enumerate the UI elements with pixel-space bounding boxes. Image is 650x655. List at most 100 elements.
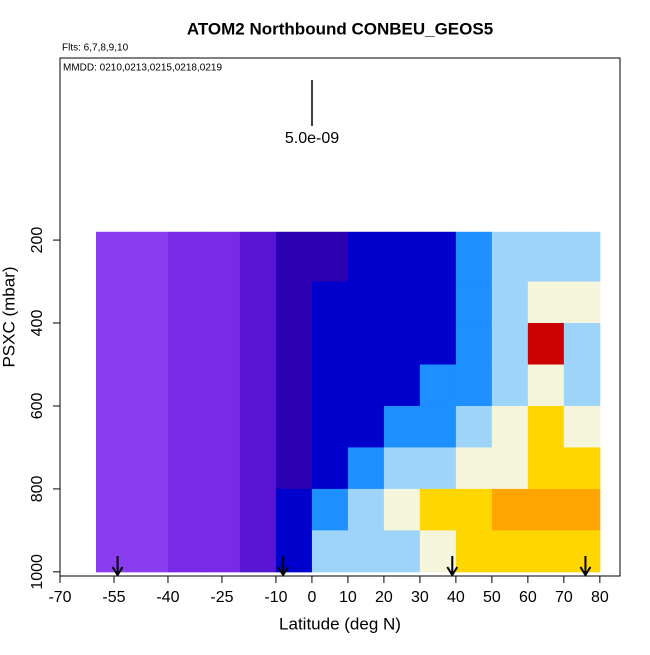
heat-cell xyxy=(131,231,169,283)
heat-cell xyxy=(95,231,133,283)
heat-cell xyxy=(311,405,349,448)
heat-cell xyxy=(419,231,457,283)
heat-cell xyxy=(311,488,349,531)
flights-note: Flts: 6,7,8,9,10 xyxy=(62,43,129,54)
heat-cell xyxy=(347,281,385,324)
heat-cell xyxy=(131,364,169,407)
heat-cell xyxy=(203,364,241,407)
heat-cell xyxy=(311,447,349,490)
heat-cell xyxy=(491,530,529,573)
heat-cell xyxy=(455,231,493,283)
heat-cell xyxy=(275,447,313,490)
heat-cell xyxy=(419,488,457,531)
heat-cell xyxy=(203,530,241,573)
heat-cell xyxy=(311,281,349,324)
heat-cell xyxy=(203,447,241,490)
x-tick-label: -25 xyxy=(210,589,233,606)
x-tick-label: 60 xyxy=(519,589,537,606)
heat-cell xyxy=(95,488,133,531)
flight-marker xyxy=(446,556,459,577)
heat-cell xyxy=(131,405,169,448)
heat-cell xyxy=(203,231,241,283)
heat-cell xyxy=(203,405,241,448)
plot-frame xyxy=(59,57,621,577)
heat-cell xyxy=(131,281,169,324)
x-tick-label: 70 xyxy=(555,589,573,606)
heat-cell xyxy=(527,488,565,531)
x-tick-label: 10 xyxy=(339,589,357,606)
heat-cell xyxy=(419,530,457,573)
heat-cell xyxy=(347,530,385,573)
heat-cell xyxy=(383,364,421,407)
heat-cell xyxy=(275,530,313,573)
heat-cell xyxy=(383,447,421,490)
heat-cell xyxy=(491,323,529,365)
heat-cell xyxy=(347,405,385,448)
heat-cell xyxy=(167,323,205,365)
heat-cell xyxy=(455,405,493,448)
heat-cell xyxy=(275,488,313,531)
heat-cell xyxy=(311,323,349,365)
heat-cell xyxy=(419,281,457,324)
heat-cell xyxy=(275,231,313,283)
dates-note: MMDD: 0210,0213,0215,0218,0219 xyxy=(63,63,222,74)
y-tick-label: 600 xyxy=(29,393,46,420)
x-tick-label: 20 xyxy=(375,589,393,606)
heat-cell xyxy=(563,323,601,365)
heat-cell xyxy=(239,231,277,283)
heat-cell xyxy=(167,530,205,573)
heat-cell xyxy=(527,281,565,324)
heat-cell xyxy=(563,364,601,407)
heat-cell xyxy=(455,281,493,324)
heat-cell xyxy=(239,323,277,365)
heat-cell xyxy=(203,323,241,365)
heat-cell xyxy=(275,281,313,324)
heat-cell xyxy=(455,530,493,573)
x-tick-label: 40 xyxy=(447,589,465,606)
heat-cell xyxy=(383,488,421,531)
flight-marker xyxy=(277,556,289,577)
heat-cell xyxy=(167,281,205,324)
x-tick-label: 50 xyxy=(483,589,501,606)
heat-cell xyxy=(455,447,493,490)
heat-cell xyxy=(347,364,385,407)
heat-cell xyxy=(347,231,385,283)
heat-cell xyxy=(131,530,169,573)
heat-cell xyxy=(419,405,457,448)
heat-cell xyxy=(455,488,493,531)
flight-marker xyxy=(579,556,592,577)
heat-cell xyxy=(491,488,529,531)
y-tick-label: 200 xyxy=(29,227,46,254)
flight-marker xyxy=(111,556,124,577)
heat-cell xyxy=(455,323,493,365)
heat-cell xyxy=(239,447,277,490)
scale-label: 5.0e-09 xyxy=(285,130,339,147)
heat-cell xyxy=(563,488,601,531)
heat-cell xyxy=(239,281,277,324)
heat-cell xyxy=(311,231,349,283)
heat-cell xyxy=(275,323,313,365)
y-tick-label: 800 xyxy=(29,475,46,502)
chart-title: ATOM2 Northbound CONBEU_GEOS5 xyxy=(187,19,493,38)
heat-cell xyxy=(383,530,421,573)
y-tick-label: 1000 xyxy=(29,554,46,590)
heat-cell xyxy=(95,447,133,490)
x-tick-label: 80 xyxy=(591,589,609,606)
heat-cell xyxy=(203,281,241,324)
heat-cell xyxy=(419,364,457,407)
x-tick-label: 30 xyxy=(411,589,429,606)
heat-cell xyxy=(239,530,277,573)
heat-cell xyxy=(563,447,601,490)
heat-cell xyxy=(563,231,601,283)
heat-cell xyxy=(527,405,565,448)
heat-cell xyxy=(527,323,565,365)
heat-cell xyxy=(347,447,385,490)
heat-cell xyxy=(131,323,169,365)
heat-cell xyxy=(95,405,133,448)
heat-cell xyxy=(563,530,601,573)
heat-cell xyxy=(383,281,421,324)
heat-cell xyxy=(239,405,277,448)
heat-cell xyxy=(563,405,601,448)
heat-cell xyxy=(239,364,277,407)
